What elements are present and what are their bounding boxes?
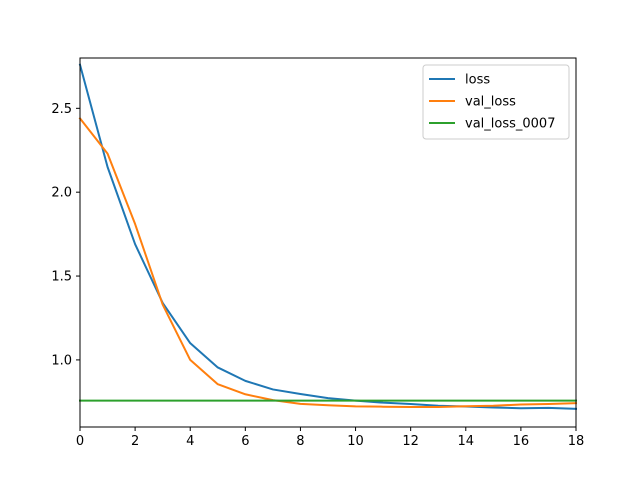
x-tick-label: 14	[458, 434, 475, 449]
y-tick-label: 2.5	[51, 102, 72, 117]
series-layer	[78, 63, 578, 410]
series-line-1	[78, 116, 578, 409]
x-tick-label: 8	[296, 434, 304, 449]
x-axis: 0 2 4 6 8 10 12 14 16 18	[76, 427, 584, 449]
plot-frame	[79, 57, 577, 428]
x-tick-label: 18	[568, 434, 585, 449]
legend-label: loss	[465, 73, 490, 88]
x-tick-label: 6	[241, 434, 249, 449]
legend-box	[422, 64, 570, 140]
y-tick-label: 1.5	[51, 270, 72, 285]
x-tick-label: 10	[347, 434, 364, 449]
x-tick-label: 0	[76, 434, 84, 449]
legend: loss val_loss val_loss_0007	[422, 64, 570, 140]
x-tick-label: 16	[513, 434, 530, 449]
y-axis: 1.0 1.5 2.0 2.5	[51, 102, 80, 368]
x-tick-label: 4	[186, 434, 194, 449]
legend-label: val_loss	[465, 95, 516, 110]
x-tick-label: 2	[131, 434, 139, 449]
y-tick-label: 2.0	[51, 186, 72, 201]
legend-label: val_loss_0007	[465, 117, 555, 132]
x-tick-label: 12	[402, 434, 419, 449]
y-tick-label: 1.0	[51, 353, 72, 368]
